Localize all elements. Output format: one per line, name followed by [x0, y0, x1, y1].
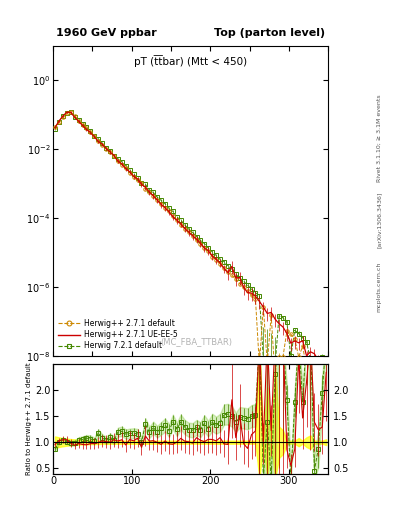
Text: Top (parton level): Top (parton level): [214, 28, 325, 38]
Text: pT (t͞tbar) (Mtt < 450): pT (t͞tbar) (Mtt < 450): [134, 55, 247, 67]
Legend: Herwig++ 2.7.1 default, Herwig++ 2.7.1 UE-EE-5, Herwig 7.2.1 default: Herwig++ 2.7.1 default, Herwig++ 2.7.1 U…: [57, 317, 179, 352]
Text: mcplots.cern.ch: mcplots.cern.ch: [377, 262, 382, 312]
Text: Rivet 3.1.10; ≥ 3.1M events: Rivet 3.1.10; ≥ 3.1M events: [377, 94, 382, 182]
Text: (MC_FBA_TTBAR): (MC_FBA_TTBAR): [160, 337, 232, 347]
Text: 1960 GeV ppbar: 1960 GeV ppbar: [56, 28, 156, 38]
Y-axis label: Ratio to Herwig++ 2.7.1 default: Ratio to Herwig++ 2.7.1 default: [26, 362, 32, 475]
Text: [arXiv:1306.3436]: [arXiv:1306.3436]: [377, 192, 382, 248]
